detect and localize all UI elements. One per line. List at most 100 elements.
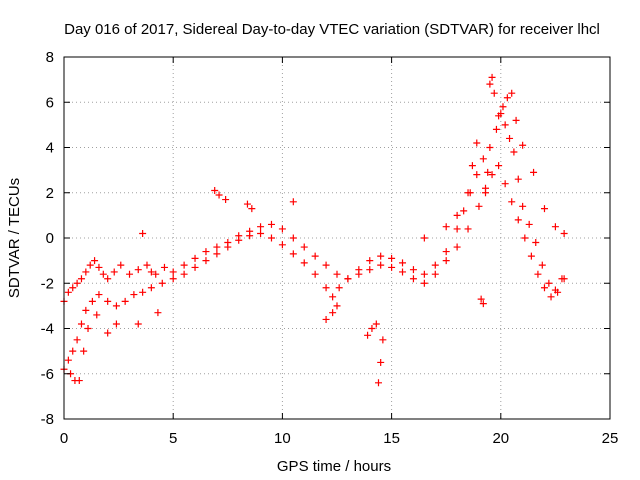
data-point: [152, 270, 160, 278]
data-point: [224, 243, 232, 251]
data-point: [442, 257, 450, 265]
data-point: [540, 284, 548, 292]
data-point: [134, 320, 142, 328]
x-tick-label: 5: [169, 430, 177, 447]
data-point: [464, 189, 472, 197]
data-point: [160, 263, 168, 271]
x-tick-label: 10: [274, 430, 291, 447]
y-tick-label: 0: [46, 230, 54, 247]
axis-ticks: [63, 56, 611, 420]
data-point: [211, 186, 219, 194]
data-point: [73, 336, 81, 344]
data-point: [104, 329, 112, 337]
data-point: [399, 268, 407, 276]
data-point: [464, 225, 472, 233]
data-point: [538, 261, 546, 269]
data-point: [453, 243, 461, 251]
data-point: [372, 320, 380, 328]
data-point: [479, 300, 487, 308]
data-point: [374, 379, 382, 387]
data-point: [488, 171, 496, 179]
data-point: [88, 297, 96, 305]
data-point: [499, 103, 507, 111]
data-point: [84, 325, 92, 332]
data-point: [169, 275, 177, 283]
data-point: [344, 275, 352, 283]
data-point: [540, 205, 548, 213]
data-point: [73, 279, 81, 287]
data-point: [267, 234, 275, 242]
data-point: [519, 202, 527, 210]
data-points: [60, 73, 568, 387]
grid-lines: [64, 57, 610, 419]
x-axis-label: GPS time / hours: [277, 458, 391, 475]
data-point: [508, 198, 516, 206]
data-point: [80, 347, 88, 355]
data-point: [222, 196, 230, 204]
data-point: [202, 248, 210, 256]
data-point: [322, 284, 330, 292]
data-point: [409, 266, 417, 274]
data-point: [420, 270, 428, 278]
data-point: [388, 254, 396, 262]
y-tick-label: 8: [46, 49, 54, 66]
data-point: [104, 297, 112, 305]
data-point: [560, 229, 568, 237]
data-point: [488, 73, 496, 81]
data-point: [492, 125, 500, 133]
data-point: [82, 268, 90, 276]
data-point: [514, 175, 522, 183]
y-tick-label: 4: [46, 140, 54, 157]
data-point: [560, 275, 568, 283]
data-point: [289, 250, 297, 258]
data-point: [77, 320, 85, 328]
data-point: [248, 205, 256, 213]
data-point: [409, 275, 417, 283]
data-point: [530, 168, 538, 176]
data-point: [246, 232, 254, 240]
data-point: [479, 155, 487, 163]
data-point: [442, 223, 450, 231]
data-point: [130, 291, 138, 299]
data-point: [69, 284, 77, 292]
data-point: [112, 320, 120, 328]
data-point: [508, 89, 516, 97]
data-point: [431, 270, 439, 278]
data-point: [399, 259, 407, 267]
data-point: [64, 356, 72, 364]
data-point: [503, 94, 511, 102]
data-point: [77, 275, 85, 283]
data-point: [514, 216, 522, 224]
data-point: [355, 270, 363, 278]
data-point: [486, 80, 494, 88]
data-point: [329, 309, 337, 317]
data-point: [110, 268, 118, 276]
data-point: [377, 252, 385, 260]
data-point: [191, 254, 199, 262]
data-point: [278, 225, 286, 233]
data-point: [215, 191, 223, 199]
data-point: [335, 284, 343, 292]
data-point: [453, 225, 461, 233]
data-point: [431, 261, 439, 269]
data-point: [322, 315, 330, 323]
data-point: [82, 306, 90, 314]
data-point: [257, 223, 265, 231]
series-lower-band: [60, 162, 568, 373]
data-point: [104, 275, 112, 283]
data-point: [534, 270, 542, 278]
data-point: [213, 243, 221, 251]
data-point: [519, 141, 527, 149]
data-point: [300, 243, 308, 251]
y-tick-label: -6: [41, 366, 54, 383]
data-point: [333, 302, 341, 310]
data-point: [69, 347, 77, 355]
data-point: [75, 377, 83, 385]
data-point: [267, 220, 275, 228]
y-tick-label: -2: [41, 275, 54, 292]
data-point: [490, 89, 498, 97]
data-point: [379, 336, 387, 344]
data-point: [112, 302, 120, 310]
data-point: [453, 211, 461, 219]
data-point: [147, 284, 155, 292]
